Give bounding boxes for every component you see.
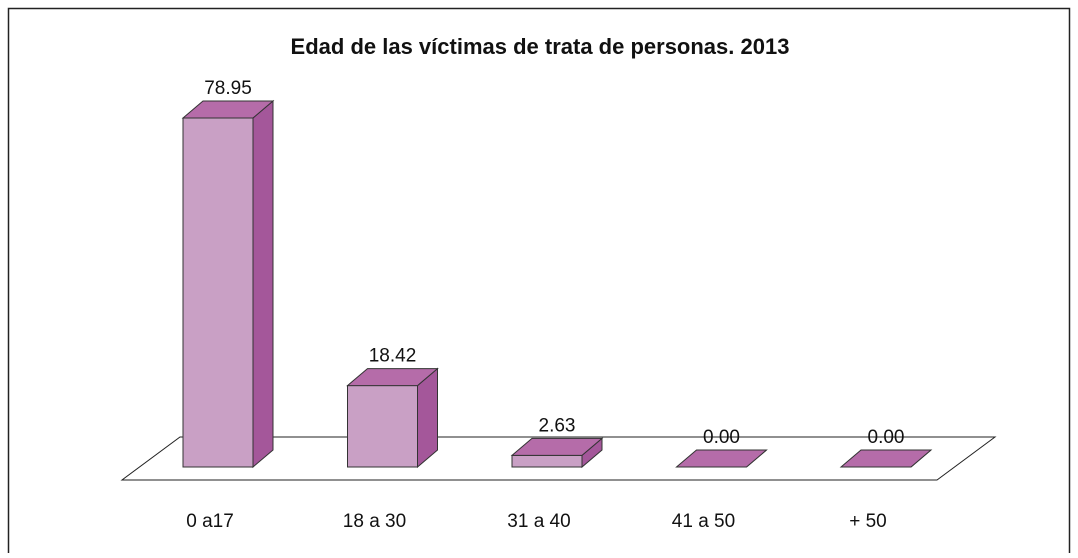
x-tick-label: + 50 xyxy=(849,511,887,532)
chart-title: Edad de las víctimas de trata de persona… xyxy=(291,34,790,59)
bar-top xyxy=(181,100,275,119)
value-label: 0.00 xyxy=(703,427,740,448)
bar xyxy=(511,454,583,468)
bar xyxy=(347,385,418,468)
bar-top xyxy=(839,449,933,468)
x-tick-label: 31 a 40 xyxy=(507,511,570,532)
x-tick-label: 18 a 30 xyxy=(343,511,406,532)
value-label: 78.95 xyxy=(204,78,252,99)
x-tick-label: 0 a17 xyxy=(186,511,234,532)
bar-top xyxy=(346,368,439,387)
bar-side xyxy=(252,99,274,469)
value-label: 2.63 xyxy=(539,415,576,436)
value-label: 18.42 xyxy=(369,346,417,367)
bar-top xyxy=(510,437,604,456)
bar xyxy=(182,117,254,468)
x-tick-label: 41 a 50 xyxy=(672,511,735,532)
bar-top xyxy=(675,449,768,468)
value-label: 0.00 xyxy=(868,427,905,448)
